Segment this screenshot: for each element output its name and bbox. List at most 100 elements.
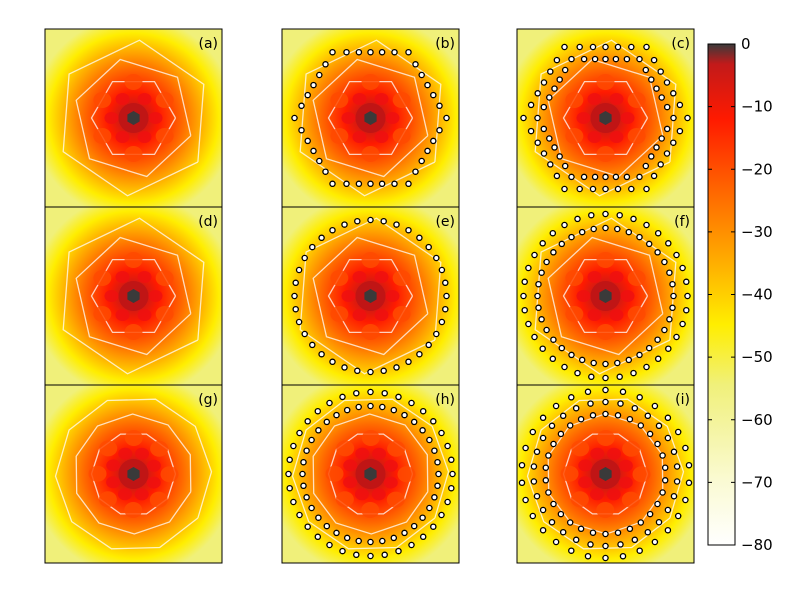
element-marker [310, 81, 317, 89]
element-marker [296, 429, 303, 437]
panel-frame [44, 384, 223, 564]
element-marker [448, 484, 455, 492]
element-marker [654, 336, 661, 343]
element-marker [590, 359, 597, 367]
panel-label: (c) [671, 36, 690, 52]
sidelobe [341, 112, 356, 124]
colorbar-tick-label: −60 [741, 411, 773, 429]
element-marker [540, 150, 548, 157]
element-marker [673, 251, 680, 259]
null-line [62, 217, 205, 375]
sidelobe [374, 309, 389, 322]
element-marker [679, 320, 686, 328]
element-marker [401, 529, 408, 537]
element-marker [343, 406, 351, 414]
element-marker [314, 533, 322, 541]
sidelobe [93, 92, 112, 108]
element-marker [343, 180, 350, 188]
element-marker [602, 210, 609, 218]
element-marker [676, 127, 684, 135]
element-marker [353, 389, 360, 397]
element-marker [354, 367, 361, 375]
element-marker [558, 240, 566, 248]
element-marker [405, 226, 412, 234]
null-line [327, 258, 414, 334]
element-marker [588, 211, 595, 219]
element-marker [602, 542, 609, 550]
element-marker [683, 278, 690, 286]
sidelobe [155, 92, 174, 108]
element-marker [587, 541, 594, 548]
element-marker [301, 254, 308, 262]
null-line [312, 236, 429, 356]
panel-label: (d) [198, 214, 218, 230]
element-marker [614, 412, 622, 419]
element-marker [295, 318, 303, 326]
element-marker [304, 418, 311, 425]
element-marker [637, 519, 645, 526]
sidelobe [155, 128, 174, 144]
element-marker [355, 48, 363, 56]
element-marker [588, 373, 595, 381]
element-marker [533, 492, 541, 500]
element-marker [547, 68, 554, 75]
element-marker [339, 547, 346, 555]
element-marker [580, 55, 588, 63]
element-marker [666, 269, 673, 276]
element-marker [631, 404, 639, 412]
element-marker [636, 547, 643, 554]
element-marker [614, 185, 622, 193]
element-marker [626, 415, 634, 423]
element-marker [578, 356, 586, 364]
element-marker [299, 470, 306, 478]
sidelobe [578, 459, 593, 472]
sidelobe [632, 466, 651, 483]
element-marker [661, 477, 669, 484]
sidelobe [148, 290, 163, 302]
panel-frame [516, 384, 695, 564]
sidelobe [620, 290, 635, 302]
element-marker [614, 43, 622, 51]
element-marker [443, 114, 450, 122]
element-marker [303, 447, 310, 454]
null-line [562, 258, 649, 334]
element-marker [543, 326, 550, 334]
sidelobe [609, 270, 624, 283]
element-marker [535, 304, 542, 312]
element-marker [679, 264, 686, 272]
element-marker [684, 114, 691, 122]
element-marker [367, 180, 374, 188]
panel-h: (h) [281, 384, 460, 564]
element-marker [401, 411, 408, 419]
sidelobe [117, 488, 132, 501]
colorbar-tick-label: −10 [741, 98, 773, 116]
element-marker [300, 482, 307, 490]
element-marker [663, 125, 671, 133]
element-marker [426, 504, 433, 512]
sidelobe [115, 131, 130, 144]
sidelobe [392, 270, 411, 286]
null-line [291, 398, 450, 550]
element-marker [520, 114, 527, 122]
element-marker [438, 318, 446, 326]
sidelobe [560, 465, 579, 482]
element-marker [380, 367, 387, 375]
sidelobe [93, 306, 112, 322]
sidelobe [596, 252, 615, 268]
sidelobe [596, 324, 615, 340]
element-marker [602, 374, 609, 382]
element-marker [543, 258, 550, 266]
element-marker [683, 306, 690, 314]
element-marker [561, 43, 568, 51]
element-marker [614, 529, 622, 536]
sidelobe [627, 306, 646, 322]
sidelobe [392, 92, 411, 108]
element-marker [559, 528, 567, 536]
element-marker [449, 470, 456, 478]
element-marker [670, 139, 677, 146]
sidelobe [106, 476, 121, 489]
sidelobe [386, 491, 405, 508]
element-marker [379, 403, 386, 411]
element-marker [658, 135, 665, 142]
sidelobe [587, 92, 602, 105]
